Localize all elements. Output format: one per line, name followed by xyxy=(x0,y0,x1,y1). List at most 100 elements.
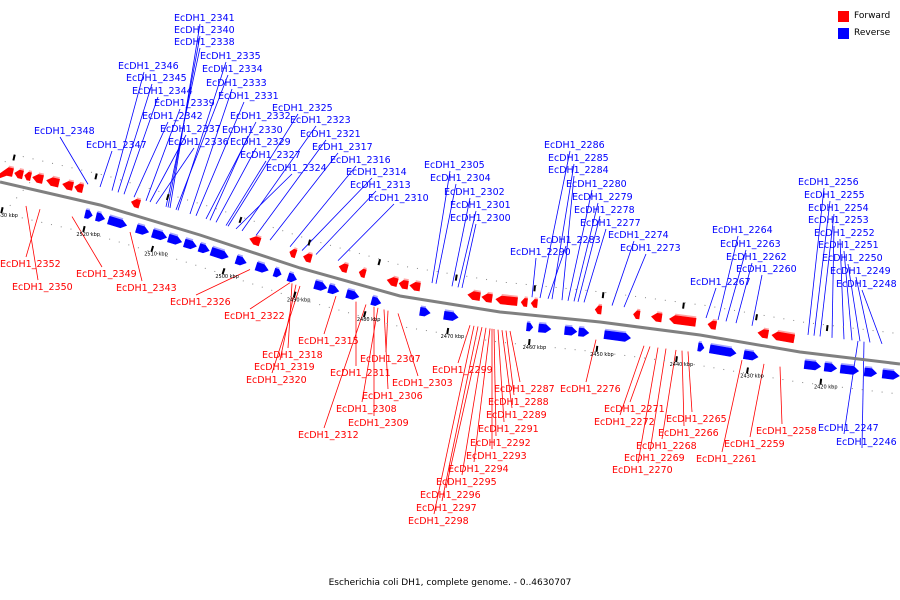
leader-line xyxy=(623,253,647,308)
leader-line xyxy=(585,339,597,383)
tick-label: 2460 kbp xyxy=(523,345,547,351)
leader-line xyxy=(547,245,567,299)
leader-line xyxy=(249,282,291,310)
forward-gene xyxy=(386,277,399,287)
leader-line xyxy=(847,263,861,342)
forward-gene xyxy=(409,281,421,292)
tick-mark xyxy=(362,311,367,318)
reverse-gene-shadow xyxy=(275,266,280,270)
leader-line xyxy=(779,366,783,425)
reverse-gene-label: EcDH1_2329 xyxy=(230,137,291,148)
leader-line xyxy=(751,274,763,326)
reverse-gene-label: EcDH1_2336 xyxy=(168,137,229,148)
tick-mark xyxy=(307,239,312,246)
forward-gene-label: EcDH1_2322 xyxy=(224,311,285,322)
tick-mark xyxy=(82,225,86,233)
forward-gene-shadow xyxy=(28,170,33,173)
forward-gene-shadow xyxy=(473,289,481,293)
forward-gene-label: EcDH1_2292 xyxy=(470,438,531,449)
reverse-gene xyxy=(742,350,759,361)
forward-gene xyxy=(757,329,770,339)
leader-line xyxy=(567,189,593,301)
leader-line xyxy=(461,327,487,476)
reverse-gene-label: EcDH1_2290 xyxy=(510,247,571,258)
scale-ticks: 2530 kbp 2520 kbp 2510 kbp 2500 kbp 2490 kbp… xyxy=(0,154,838,391)
reverse-gene-shadow xyxy=(153,227,164,233)
leader-line xyxy=(717,235,739,321)
reverse-gene-label: EcDH1_2273 xyxy=(620,243,681,254)
forward-gene-shadow xyxy=(363,267,367,270)
reverse-gene xyxy=(603,330,631,342)
reverse-gene-shadow xyxy=(825,361,833,364)
reverse-gene-shadow xyxy=(137,222,146,227)
reverse-gene-shadow xyxy=(883,368,895,372)
reverse-gene-shadow xyxy=(420,305,427,309)
forward-gene xyxy=(467,291,481,301)
forward-gene-label: EcDH1_2259 xyxy=(724,439,785,450)
forward-gene xyxy=(481,293,493,303)
forward-gene-label: EcDH1_2318 xyxy=(262,350,323,361)
leader-line xyxy=(573,202,599,302)
reverse-gene-label: EcDH1_2310 xyxy=(368,193,429,204)
leader-line xyxy=(505,330,515,396)
reverse-gene-label: EcDH1_2346 xyxy=(118,61,179,72)
reverse-gene-shadow xyxy=(539,321,547,325)
reverse-gene-label: EcDH1_2347 xyxy=(86,140,147,151)
leader-line xyxy=(539,150,571,299)
reverse-gene-label: EcDH1_2278 xyxy=(574,205,635,216)
reverse-gene xyxy=(823,362,838,373)
reverse-gene-label: EcDH1_2348 xyxy=(34,126,95,137)
reverse-gene-label: EcDH1_2338 xyxy=(174,37,235,48)
forward-gene xyxy=(520,298,528,307)
forward-gene-label: EcDH1_2287 xyxy=(494,384,555,395)
leader-line xyxy=(209,135,249,221)
forward-gene-shadow xyxy=(763,327,770,331)
forward-gene-label: EcDH1_2307 xyxy=(360,354,421,365)
leader-line xyxy=(721,360,743,453)
leader-line xyxy=(561,175,575,301)
reverse-gene xyxy=(95,212,106,222)
forward-gene-shadow xyxy=(657,311,663,314)
forward-gene xyxy=(249,236,262,247)
reverse-gene xyxy=(839,364,860,375)
reverse-gene-shadow xyxy=(805,358,817,362)
forward-gene-label: EcDH1_2269 xyxy=(624,453,685,464)
leader-line xyxy=(315,190,377,255)
leader-line xyxy=(687,351,693,413)
leader-line xyxy=(445,327,483,489)
leader-line xyxy=(611,240,635,306)
leader-line xyxy=(577,215,601,302)
reverse-gene-label: EcDH1_2314 xyxy=(346,167,407,178)
reverse-gene-label: EcDH1_2324 xyxy=(266,163,327,174)
reverse-gene-shadow xyxy=(200,241,207,246)
forward-gene-shadow xyxy=(344,261,349,265)
legend-forward-label: Forward xyxy=(854,11,891,21)
tick-label: 2520 kbp xyxy=(76,232,100,238)
forward-gene-label: EcDH1_2296 xyxy=(420,490,481,501)
reverse-gene-shadow xyxy=(289,271,295,275)
tick-mark xyxy=(528,338,531,346)
forward-gene-shadow xyxy=(256,234,262,239)
forward-gene-shadow xyxy=(38,172,45,176)
forward-gene xyxy=(14,169,24,180)
reverse-gene xyxy=(286,272,297,283)
tick-mark xyxy=(819,378,823,385)
forward-gene-shadow xyxy=(294,247,298,251)
leader-line xyxy=(269,152,339,241)
tick-mark xyxy=(0,207,4,214)
tick-mark xyxy=(745,367,749,374)
forward-gene-label: EcDH1_2293 xyxy=(466,451,527,462)
tick-mark xyxy=(675,356,678,363)
reverse-gene-label: EcDH1_2267 xyxy=(690,277,751,288)
reverse-gene-label: EcDH1_2283 xyxy=(540,235,601,246)
reverse-gene-label: EcDH1_2337 xyxy=(160,124,221,135)
reverse-gene xyxy=(803,360,822,371)
legend-forward[interactable]: Forward xyxy=(838,8,890,24)
leader-line xyxy=(681,350,685,427)
reverse-gene xyxy=(313,280,328,291)
legend-reverse[interactable]: Reverse xyxy=(838,25,890,41)
reverse-gene xyxy=(370,296,382,307)
reverse-gene-label: EcDH1_2345 xyxy=(126,73,187,84)
reverse-gene-label: EcDH1_2301 xyxy=(450,200,511,211)
forward-gene-label: EcDH1_2276 xyxy=(560,384,621,395)
